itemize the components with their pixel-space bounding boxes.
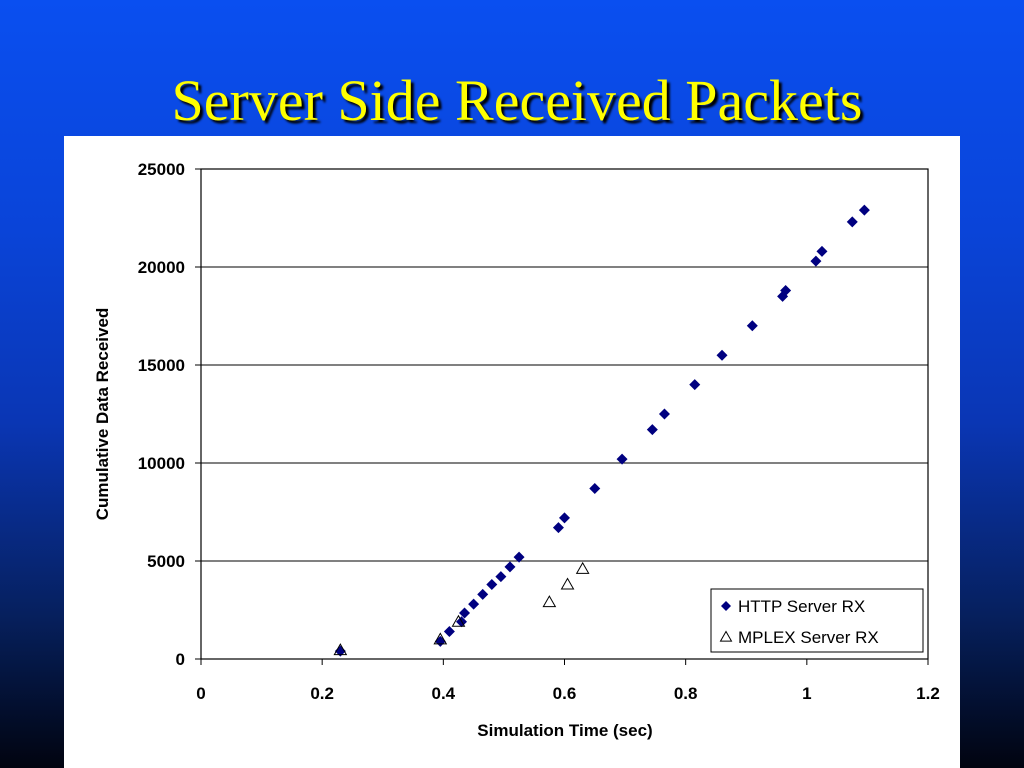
y-tick-label: 5000 — [147, 552, 185, 571]
y-tick-label: 15000 — [138, 356, 185, 375]
legend-marker-http — [721, 601, 731, 611]
x-tick-label: 0.6 — [553, 684, 577, 703]
http-rx-point — [434, 635, 446, 647]
http-rx-point — [658, 408, 670, 420]
http-rx-point — [689, 379, 701, 391]
http-rx-point — [495, 571, 507, 583]
y-tick-label: 0 — [176, 650, 185, 669]
legend-label-http: HTTP Server RX — [738, 597, 865, 616]
tick-labels: 0 5000 10000 15000 20000 25000 0 0.2 0.4 0.6 0.8 1 1… — [138, 160, 940, 703]
y-tick-label: 25000 — [138, 160, 185, 179]
chart-panel: 0 5000 10000 15000 20000 25000 0 0.2 0.4 0.6 0.8 1 1… — [64, 136, 960, 768]
legend-marker-mplex — [719, 630, 733, 642]
http-rx-point — [513, 551, 525, 563]
scatter-chart: 0 5000 10000 15000 20000 25000 0 0.2 0.4 0.6 0.8 1 1… — [93, 160, 940, 740]
x-tick-label: 0.4 — [432, 684, 456, 703]
y-tick-label: 10000 — [138, 454, 185, 473]
http-rx-point — [552, 522, 564, 534]
http-rx-point — [589, 482, 601, 494]
http-rx-point — [559, 512, 570, 524]
x-tick-label: 0.8 — [674, 684, 698, 703]
mplex-rx-point — [451, 614, 466, 627]
legend-label-mplex: MPLEX Server RX — [738, 628, 879, 647]
legend-box — [710, 588, 924, 653]
mplex-rx-point — [333, 643, 348, 656]
slide-title: Server Side Received Packets — [171, 68, 863, 133]
http-rx-point — [504, 561, 516, 573]
axis-ticks — [195, 168, 929, 665]
http-rx-point — [443, 626, 455, 638]
x-tick-label: 1 — [802, 684, 811, 703]
x-tick-label: 0.2 — [310, 684, 334, 703]
x-axis-title: Simulation Time (sec) — [477, 721, 652, 740]
mplex-rx-point — [433, 632, 448, 645]
mplex-rx-point — [575, 561, 590, 574]
x-tick-label: 0 — [196, 684, 205, 703]
http-rx-point — [816, 245, 828, 257]
http-rx-point — [486, 579, 498, 591]
data-points — [333, 204, 870, 657]
http-rx-point — [477, 588, 489, 600]
http-rx-point — [810, 255, 822, 267]
http-rx-point — [780, 285, 792, 297]
http-rx-point — [716, 349, 728, 361]
y-axis-title: Cumulative Data Received — [93, 308, 112, 521]
plot-area — [200, 168, 929, 660]
y-tick-label: 20000 — [138, 258, 185, 277]
gridlines — [201, 266, 928, 562]
mplex-rx-point — [560, 577, 575, 590]
http-rx-point — [746, 320, 758, 332]
http-rx-point — [858, 204, 870, 216]
mplex-rx-point — [542, 595, 557, 608]
http-rx-point — [616, 453, 628, 465]
http-rx-point — [646, 424, 658, 436]
http-rx-point — [468, 598, 480, 610]
http-rx-point — [846, 216, 858, 228]
http-rx-point — [459, 607, 471, 619]
legend-markers — [719, 601, 733, 642]
x-tick-label: 1.2 — [916, 684, 940, 703]
legend: HTTP Server RX MPLEX Server RX — [710, 588, 924, 653]
